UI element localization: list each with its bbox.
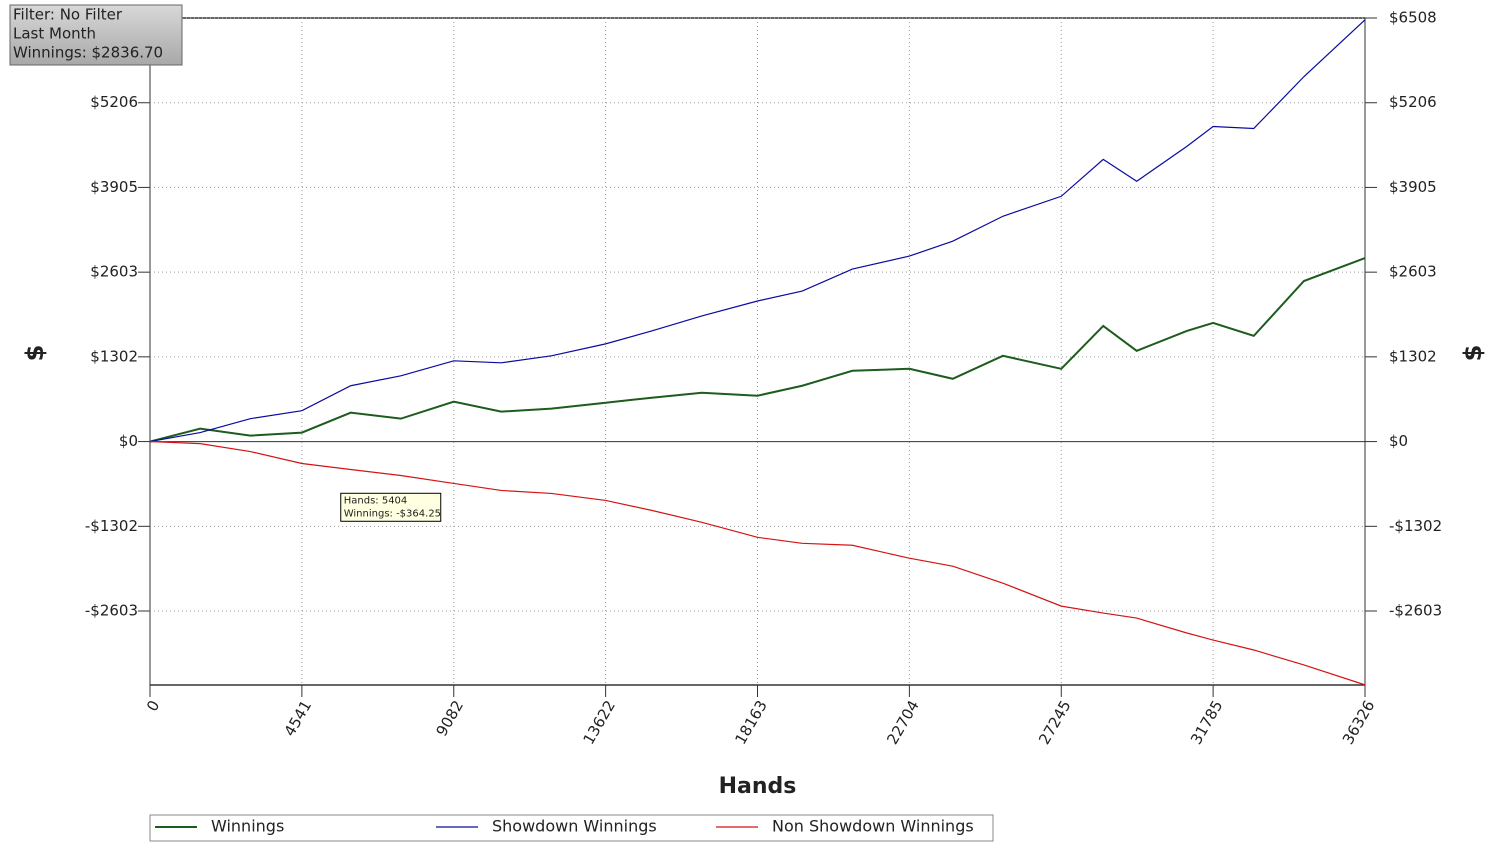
- series-line: [149, 19, 1366, 443]
- y2-axis-label: $: [1459, 345, 1487, 362]
- y-tick-label: $5206: [90, 93, 138, 111]
- y2-tick-label: $6508: [1389, 9, 1437, 27]
- legend-label: Showdown Winnings: [492, 817, 657, 836]
- y2-tick-label: $5206: [1389, 93, 1437, 111]
- info-text: Filter: No Filter: [13, 6, 123, 24]
- x-axis-label: Hands: [719, 774, 797, 799]
- y2-tick-label: $1302: [1389, 347, 1437, 365]
- y-axis-label: $: [21, 345, 49, 362]
- legend-label: Winnings: [211, 817, 284, 836]
- y2-tick-label: $2603: [1389, 263, 1437, 281]
- tooltip-text: Hands: 5404: [344, 495, 408, 506]
- y2-tick-label: $0: [1389, 432, 1408, 450]
- y-tick-label: -$1302: [85, 517, 138, 535]
- info-text: Winnings: $2836.70: [13, 44, 163, 62]
- info-box: [9, 4, 183, 66]
- y-tick-label: $1302: [90, 347, 138, 365]
- tooltip-text: Winnings: -$364.25: [344, 508, 441, 519]
- y-tick-label: $2603: [90, 263, 138, 281]
- y-tick-label: $0: [119, 432, 138, 450]
- series-line: [149, 257, 1366, 443]
- info-text: Last Month: [13, 25, 96, 43]
- y2-tick-label: $3905: [1389, 178, 1437, 196]
- tooltip-box: [340, 492, 442, 522]
- legend-box: [149, 814, 994, 842]
- series-line: [149, 440, 1366, 686]
- legend-label: Non Showdown Winnings: [772, 817, 974, 836]
- y2-tick-label: -$1302: [1389, 517, 1442, 535]
- y-tick-label: -$2603: [85, 601, 138, 619]
- y2-tick-label: -$2603: [1389, 601, 1442, 619]
- y-tick-label: $3905: [90, 178, 138, 196]
